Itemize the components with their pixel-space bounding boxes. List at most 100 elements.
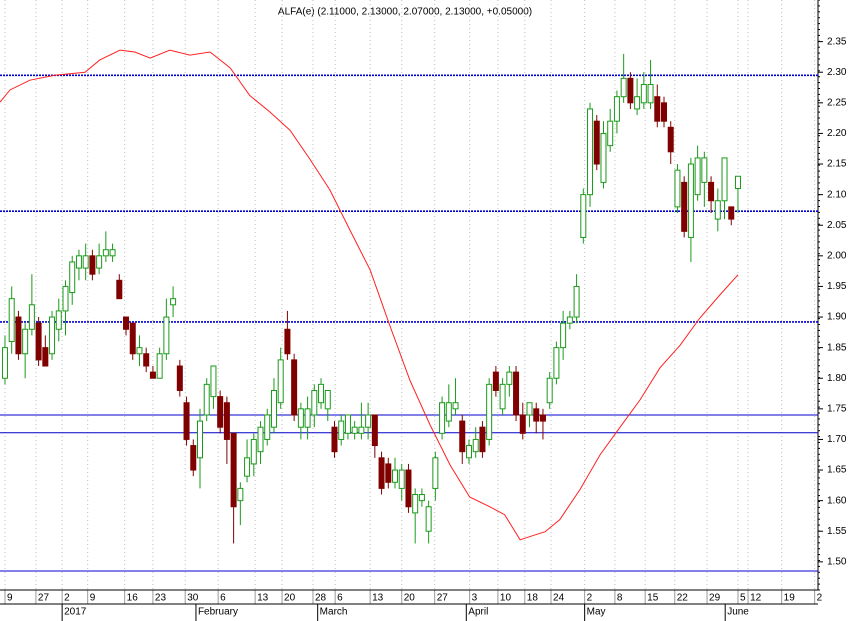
candle-body (143, 353, 150, 367)
x-tick-label: 9 (7, 593, 13, 604)
candle-body (183, 402, 190, 440)
month-label: February (198, 607, 238, 618)
candle-body (291, 359, 298, 416)
candle-body (1, 347, 8, 379)
candle-body (499, 383, 506, 410)
candle-body (392, 469, 399, 483)
month-label: June (727, 607, 749, 618)
candle-body (270, 389, 277, 428)
x-tick-label: 13 (257, 593, 269, 604)
candle-body (304, 408, 311, 428)
candle-body (654, 96, 661, 122)
candle-body (701, 157, 708, 183)
candle-body (620, 77, 627, 98)
candle-body (600, 132, 607, 183)
x-tick-label: 27 (38, 593, 50, 604)
candle-body (163, 316, 170, 355)
y-tick-label: 1.75 (827, 403, 847, 414)
candle-body (89, 255, 96, 275)
candle-body (244, 457, 251, 477)
candle-body (264, 414, 271, 440)
candle-body (681, 181, 688, 232)
candle-body (640, 83, 647, 104)
candle-body (607, 120, 614, 147)
y-tick-label: 1.95 (827, 281, 847, 292)
candle-body (445, 402, 452, 422)
month-label: April (468, 607, 488, 618)
candle-body (82, 255, 89, 269)
candle-body (331, 426, 338, 453)
candle-body (96, 255, 103, 269)
candle-body (506, 371, 513, 385)
candle-body (22, 328, 29, 355)
candle-body (546, 377, 553, 404)
x-tick-label: 16 (127, 593, 139, 604)
candle-body (123, 316, 130, 330)
candle-body (728, 206, 735, 220)
candle-body (465, 445, 472, 459)
y-tick-label: 2.35 (827, 36, 847, 47)
candle-body (116, 279, 123, 300)
candle-body (102, 249, 109, 257)
x-tick-label: 24 (553, 593, 565, 604)
candle-body (217, 396, 224, 428)
candle-body (365, 414, 372, 428)
candle-body (694, 157, 701, 196)
x-tick-label: 2 (817, 593, 823, 604)
y-tick-label: 1.70 (827, 434, 847, 445)
candle-body (613, 96, 620, 122)
x-tick-label: 6 (337, 593, 343, 604)
candle-body (385, 463, 392, 483)
candle-body (647, 83, 654, 104)
x-tick-label: 28 (315, 593, 327, 604)
y-tick-label: 1.80 (827, 373, 847, 384)
candle-body (418, 494, 425, 502)
candle-body (223, 402, 230, 440)
candle-body (573, 285, 580, 318)
candle-body (708, 181, 715, 202)
candle-body (533, 408, 540, 422)
candle-body (203, 383, 210, 416)
x-tick-label: 2 (64, 593, 70, 604)
x-tick-label: 18 (527, 593, 539, 604)
candle-body (338, 420, 345, 440)
x-tick-label: 8 (617, 593, 623, 604)
candle-body (196, 420, 203, 459)
x-tick-label: 9 (90, 593, 96, 604)
x-tick-label: 22 (677, 593, 689, 604)
candle-body (15, 316, 22, 355)
candle-body (378, 457, 385, 489)
candle-body (129, 322, 136, 355)
candle-body (539, 414, 546, 422)
candle-body (634, 96, 641, 110)
month-label: March (320, 607, 348, 618)
candle-body (190, 445, 197, 471)
candle-body (297, 408, 304, 428)
candle-body (486, 383, 493, 440)
x-tick-label: 19 (784, 593, 796, 604)
candle-body (519, 414, 526, 434)
candle-body (398, 469, 405, 489)
y-tick-label: 1.90 (827, 312, 847, 323)
candle-body (371, 414, 378, 447)
chart-title: ALFA(e) (2.11000, 2.13000, 2.07000, 2.13… (278, 7, 532, 18)
candle-body (156, 353, 163, 379)
candle-body (8, 298, 15, 343)
candle-body (176, 365, 183, 391)
candle-body (344, 414, 351, 434)
y-tick-label: 1.50 (827, 556, 847, 567)
x-tick-label: 3 (472, 593, 478, 604)
candle-body (721, 157, 728, 202)
candle-body (42, 347, 49, 367)
candle-body (714, 200, 721, 220)
candle-body (318, 383, 325, 404)
candle-body (734, 175, 741, 190)
x-tick-label: 23 (155, 593, 167, 604)
candle-body (566, 316, 573, 324)
candle-body (492, 371, 499, 391)
candle-body (358, 426, 365, 434)
x-tick-label: 27 (437, 593, 449, 604)
candle-body (277, 359, 284, 404)
month-label: May (587, 607, 606, 618)
